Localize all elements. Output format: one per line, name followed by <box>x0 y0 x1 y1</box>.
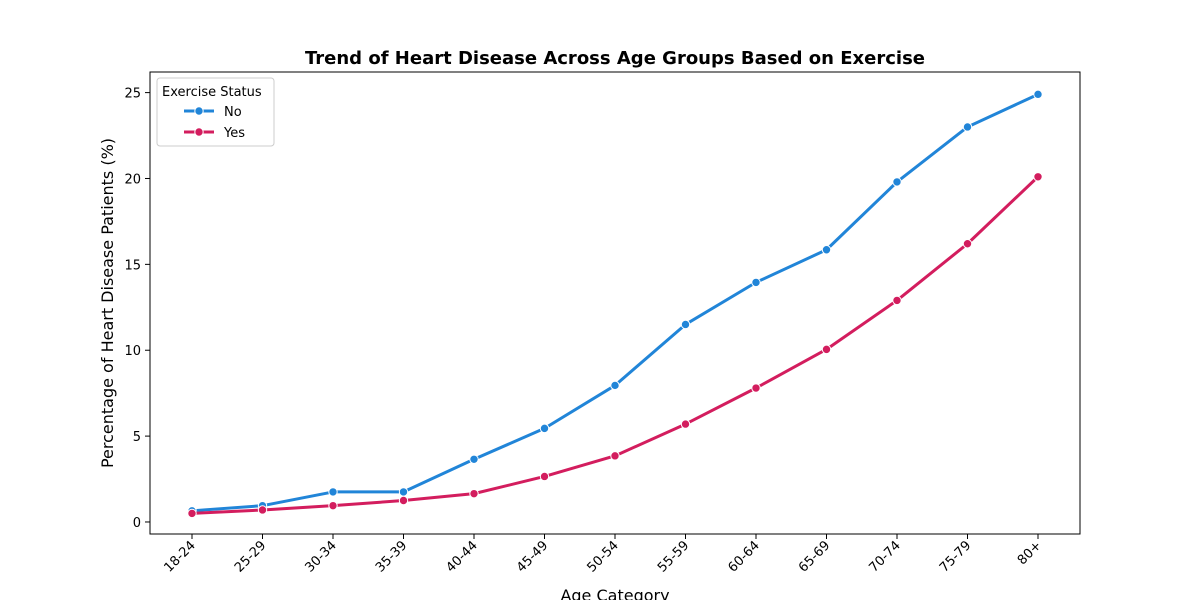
data-point-yes <box>539 471 550 482</box>
y-tick-label: 5 <box>133 430 141 445</box>
data-point-no <box>469 454 479 464</box>
series-line-no <box>190 92 1040 513</box>
data-point-yes <box>962 239 973 249</box>
y-axis-label: Percentage of Heart Disease Patients (%) <box>98 138 117 468</box>
data-point-no <box>680 319 691 330</box>
legend-title: Exercise Status <box>162 85 262 100</box>
x-tick-label: 55-59 <box>655 538 692 575</box>
data-point-no <box>1033 89 1043 100</box>
legend-box <box>156 77 275 147</box>
data-point-no <box>892 177 902 187</box>
x-tick-label: 70-74 <box>867 538 904 575</box>
x-tick-label: 80+ <box>1015 538 1045 568</box>
data-point-yes <box>469 488 479 499</box>
series-line-yes <box>190 175 1040 515</box>
data-point-yes <box>187 508 197 519</box>
y-tick-label: 0 <box>133 516 141 531</box>
y-tick-label: 20 <box>124 172 141 187</box>
data-point-yes <box>821 344 832 355</box>
x-tick-label: 45-49 <box>514 538 551 575</box>
data-point-no <box>610 380 620 391</box>
x-tick-label: 25-29 <box>232 538 269 575</box>
x-tick-label: 65-69 <box>796 538 833 575</box>
data-point-yes <box>257 505 268 515</box>
data-point-yes <box>398 495 409 506</box>
plot-frame <box>149 71 1081 535</box>
data-point-yes <box>328 500 338 511</box>
data-point-yes <box>610 451 620 461</box>
y-tick-label: 10 <box>124 344 141 359</box>
x-axis-label: Age Category <box>560 586 669 600</box>
x-tick-label: 30-34 <box>303 538 340 575</box>
x-tick-label: 75-79 <box>937 538 974 575</box>
data-point-no <box>821 245 832 255</box>
legend-label-no: No <box>224 105 242 120</box>
data-point-no <box>751 277 761 288</box>
data-point-no <box>328 487 338 497</box>
y-tick-label: 15 <box>124 258 141 273</box>
x-tick-label: 40-44 <box>444 538 481 575</box>
data-point-yes <box>892 295 902 306</box>
x-tick-label: 50-54 <box>585 538 622 575</box>
legend-label-yes: Yes <box>223 126 245 141</box>
data-point-yes <box>680 419 691 429</box>
legend-marker-yes <box>194 127 204 137</box>
x-tick-label: 18-24 <box>162 538 199 575</box>
data-point-no <box>962 122 973 132</box>
data-point-yes <box>1033 172 1043 182</box>
data-point-no <box>539 423 550 434</box>
legend-marker-no <box>194 106 204 116</box>
data-point-no <box>398 487 409 497</box>
x-tick-label: 60-64 <box>726 538 763 575</box>
data-point-yes <box>751 383 761 393</box>
y-tick-label: 25 <box>124 87 141 102</box>
chart-title: Trend of Heart Disease Across Age Groups… <box>305 48 925 69</box>
x-tick-label: 35-39 <box>373 538 410 575</box>
